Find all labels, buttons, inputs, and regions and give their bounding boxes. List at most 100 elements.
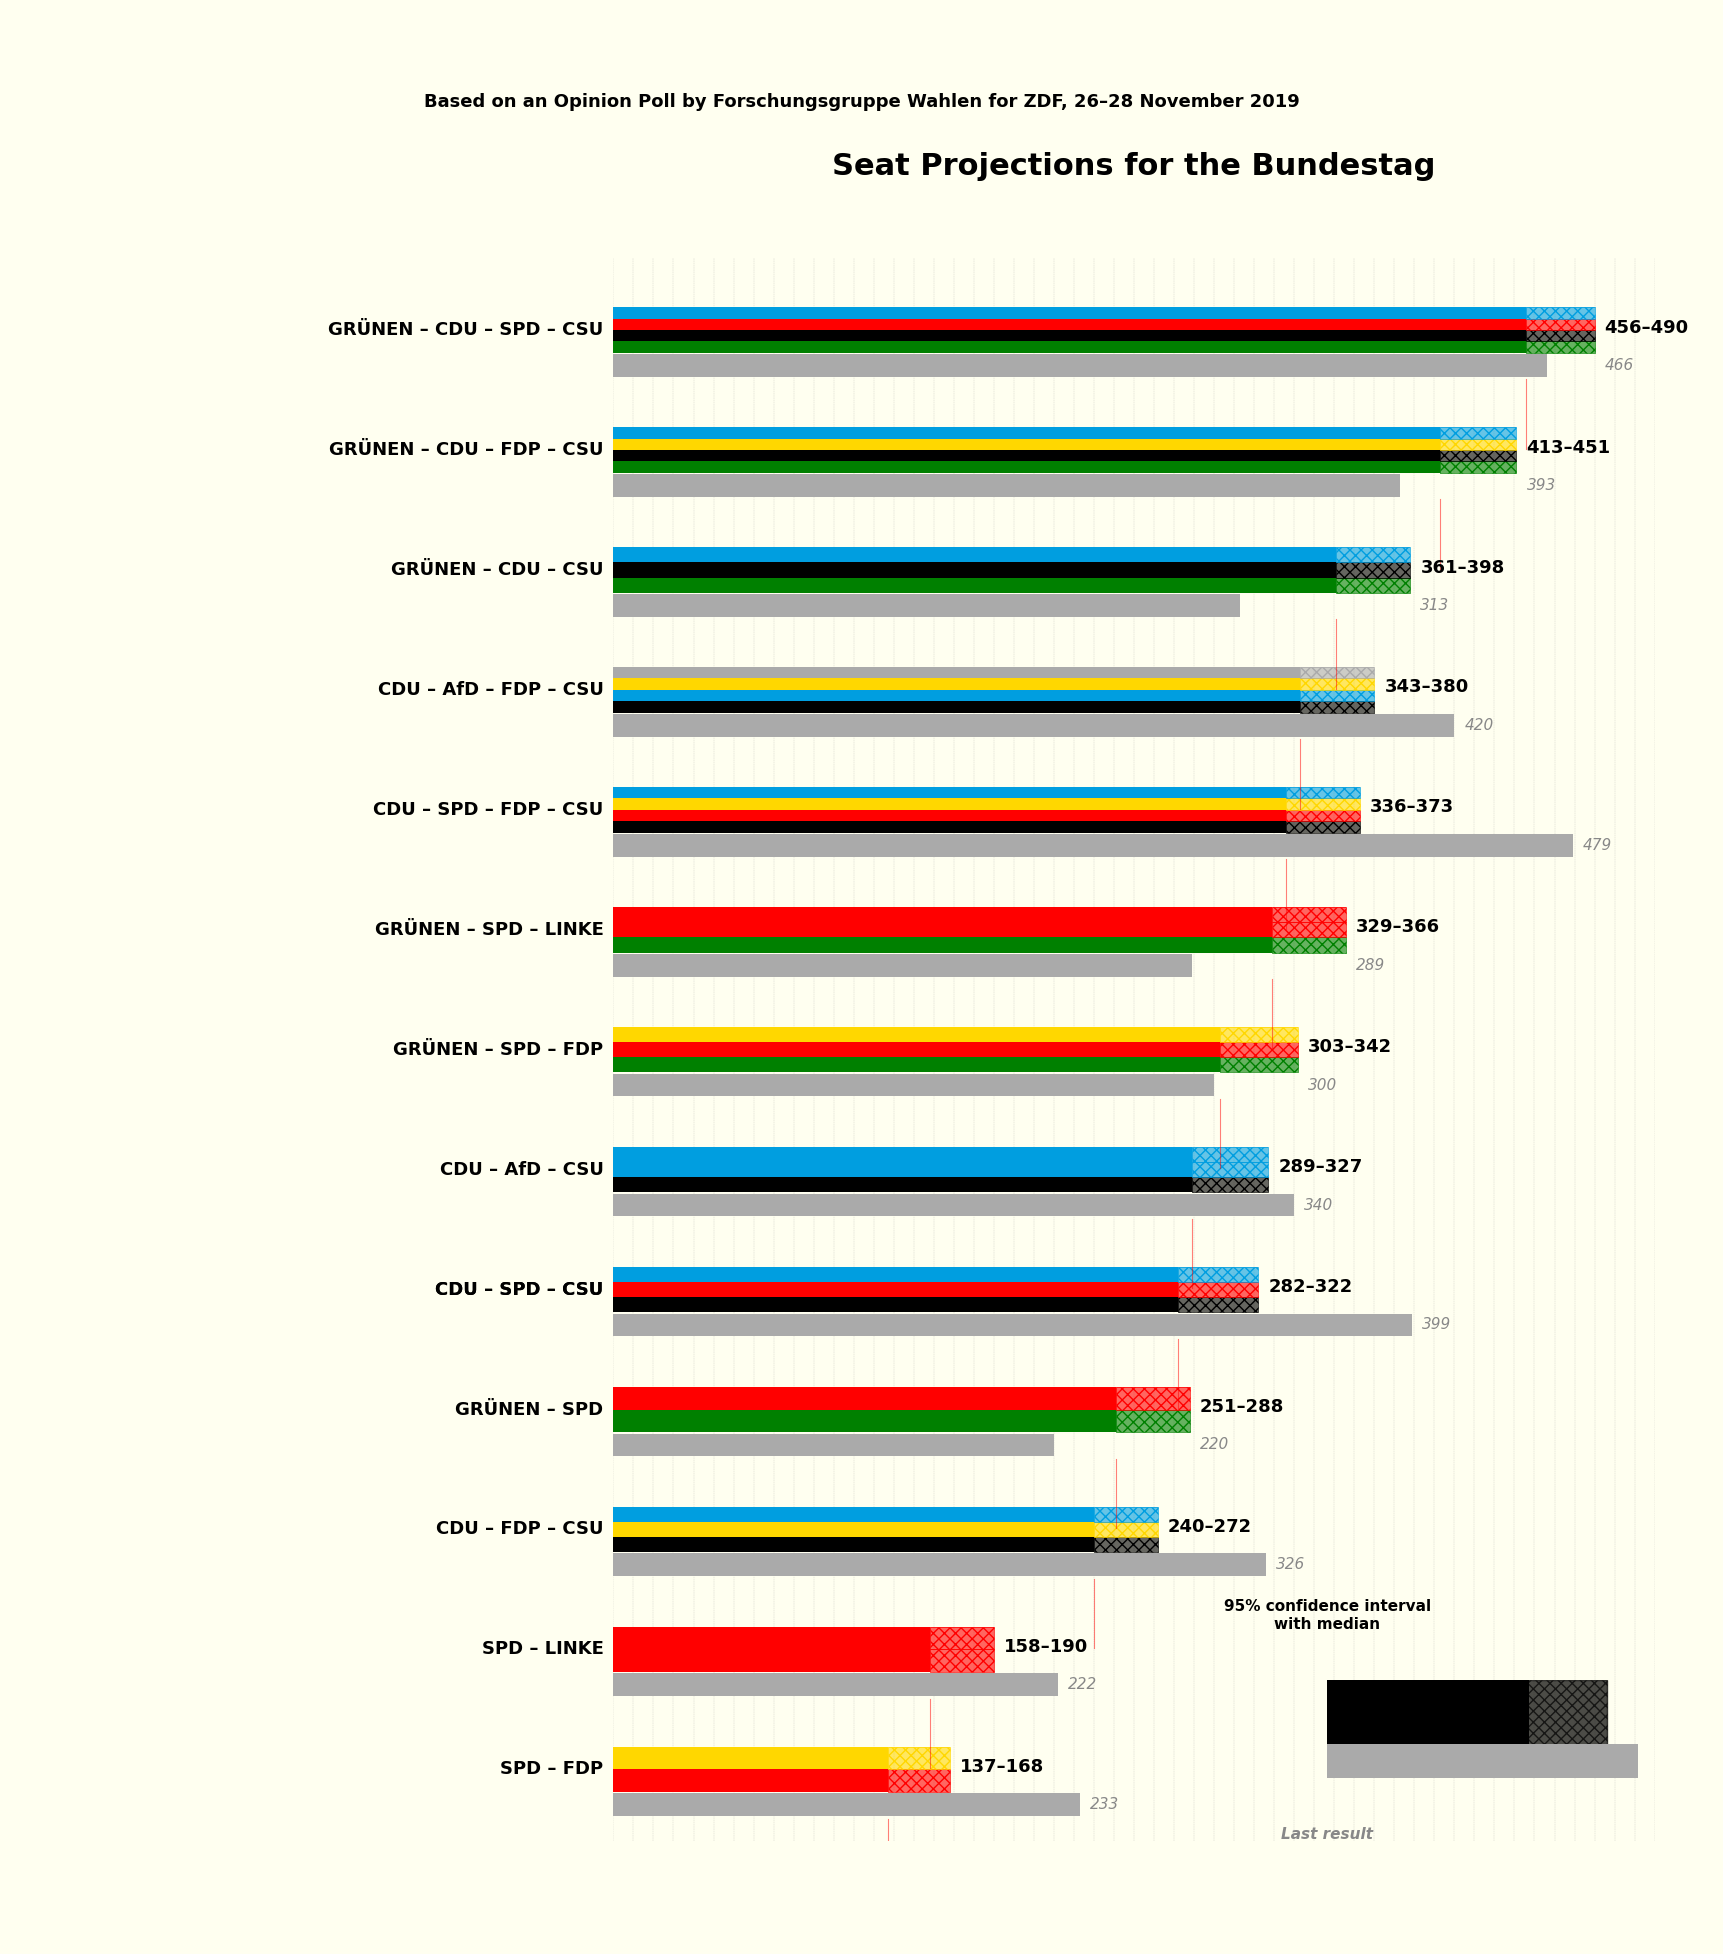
Bar: [1285, 787, 1359, 799]
Bar: [1285, 787, 1359, 799]
Text: 399: 399: [1421, 1317, 1451, 1333]
Bar: [613, 1176, 1191, 1192]
Bar: [1094, 1522, 1158, 1538]
Bar: [1094, 1538, 1158, 1551]
Bar: [613, 701, 1299, 713]
Bar: [613, 1626, 929, 1649]
Bar: [929, 1649, 992, 1673]
Bar: [1439, 461, 1516, 473]
Bar: [1525, 342, 1594, 354]
Bar: [1272, 907, 1346, 922]
Bar: [613, 307, 1525, 319]
Bar: [613, 809, 1285, 821]
Title: Seat Projections for the Bundestag: Seat Projections for the Bundestag: [832, 152, 1435, 182]
Bar: [613, 938, 1272, 952]
Bar: [1220, 1057, 1297, 1073]
Text: Last result: Last result: [1280, 1827, 1373, 1843]
Text: GRÜNEN – SPD: GRÜNEN – SPD: [455, 1401, 603, 1419]
Bar: [1299, 666, 1373, 678]
Bar: [613, 1073, 1213, 1096]
Bar: [1094, 1522, 1158, 1538]
Bar: [1335, 547, 1409, 563]
Bar: [613, 461, 1439, 473]
Text: SPD – FDP: SPD – FDP: [500, 1761, 603, 1778]
Bar: [1525, 319, 1594, 330]
Bar: [613, 1673, 1058, 1696]
Bar: [1220, 1041, 1297, 1057]
Bar: [1439, 449, 1516, 461]
Bar: [1327, 1680, 1528, 1749]
Bar: [1285, 809, 1359, 821]
Text: 300: 300: [1308, 1077, 1337, 1092]
Bar: [1191, 1147, 1268, 1163]
Text: CDU – AfD – FDP – CSU: CDU – AfD – FDP – CSU: [377, 680, 603, 700]
Bar: [1220, 1028, 1297, 1041]
Bar: [1299, 678, 1373, 690]
Bar: [1094, 1507, 1158, 1522]
Text: 220: 220: [1199, 1438, 1228, 1452]
Bar: [1439, 428, 1516, 438]
Bar: [1335, 563, 1409, 578]
Bar: [1220, 1041, 1297, 1057]
Text: 479: 479: [1582, 838, 1611, 852]
Text: 233: 233: [1089, 1798, 1118, 1811]
Bar: [613, 354, 1546, 377]
Bar: [1272, 922, 1346, 938]
Bar: [613, 1147, 1191, 1163]
Bar: [613, 1313, 1411, 1337]
Bar: [613, 799, 1285, 809]
Bar: [1299, 701, 1373, 713]
Bar: [613, 907, 1272, 922]
Bar: [613, 475, 1399, 496]
Text: GRÜNEN – SPD – LINKE: GRÜNEN – SPD – LINKE: [374, 920, 603, 938]
Bar: [613, 678, 1299, 690]
Bar: [1439, 461, 1516, 473]
Text: 336–373: 336–373: [1370, 799, 1454, 817]
Bar: [1272, 938, 1346, 952]
Text: 326: 326: [1275, 1557, 1304, 1573]
Bar: [613, 821, 1285, 832]
Text: 466: 466: [1604, 358, 1633, 373]
Bar: [613, 1553, 1265, 1577]
Bar: [887, 1768, 949, 1792]
Text: 361–398: 361–398: [1420, 559, 1504, 576]
Bar: [1115, 1387, 1189, 1409]
Bar: [613, 330, 1525, 342]
Bar: [1094, 1507, 1158, 1522]
Bar: [613, 1194, 1294, 1217]
Bar: [1335, 547, 1409, 563]
Bar: [1177, 1266, 1258, 1282]
Bar: [613, 1434, 1053, 1456]
Bar: [929, 1649, 992, 1673]
Text: 289: 289: [1356, 957, 1385, 973]
Bar: [1177, 1297, 1258, 1313]
Bar: [613, 1041, 1220, 1057]
Bar: [1094, 1538, 1158, 1551]
Bar: [887, 1747, 949, 1768]
Bar: [613, 922, 1272, 938]
Bar: [1439, 449, 1516, 461]
Bar: [613, 438, 1439, 449]
Bar: [613, 428, 1439, 438]
Bar: [1525, 330, 1594, 342]
Bar: [1439, 438, 1516, 449]
Bar: [1299, 701, 1373, 713]
Text: GRÜNEN – CDU – FDP – CSU: GRÜNEN – CDU – FDP – CSU: [329, 442, 603, 459]
Text: 343–380: 343–380: [1384, 678, 1468, 696]
Bar: [613, 1649, 929, 1673]
Bar: [613, 834, 1571, 856]
Bar: [1335, 563, 1409, 578]
Text: 329–366: 329–366: [1356, 918, 1440, 936]
Bar: [1525, 307, 1594, 319]
Bar: [1299, 666, 1373, 678]
Text: 158–190: 158–190: [1003, 1637, 1087, 1655]
Text: CDU – FDP – CSU: CDU – FDP – CSU: [436, 1520, 603, 1538]
Bar: [613, 1538, 1094, 1551]
Text: 340: 340: [1304, 1198, 1332, 1213]
Bar: [613, 713, 1454, 737]
Bar: [1285, 799, 1359, 809]
Text: 137–168: 137–168: [960, 1759, 1044, 1776]
Text: Based on an Opinion Poll by Forschungsgruppe Wahlen for ZDF, 26–28 November 2019: Based on an Opinion Poll by Forschungsgr…: [424, 94, 1299, 111]
Bar: [1177, 1282, 1258, 1297]
Text: 413–451: 413–451: [1525, 438, 1609, 457]
